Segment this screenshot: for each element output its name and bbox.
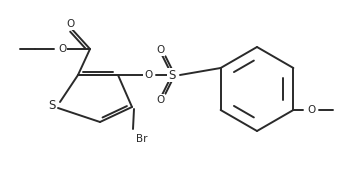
Text: Br: Br: [136, 134, 148, 144]
Text: S: S: [168, 69, 176, 81]
Text: O: O: [66, 19, 74, 29]
Text: O: O: [307, 105, 315, 115]
Text: O: O: [144, 70, 152, 80]
Text: O: O: [156, 95, 164, 105]
Text: O: O: [58, 44, 66, 54]
Text: O: O: [156, 45, 164, 55]
Text: S: S: [48, 98, 56, 112]
